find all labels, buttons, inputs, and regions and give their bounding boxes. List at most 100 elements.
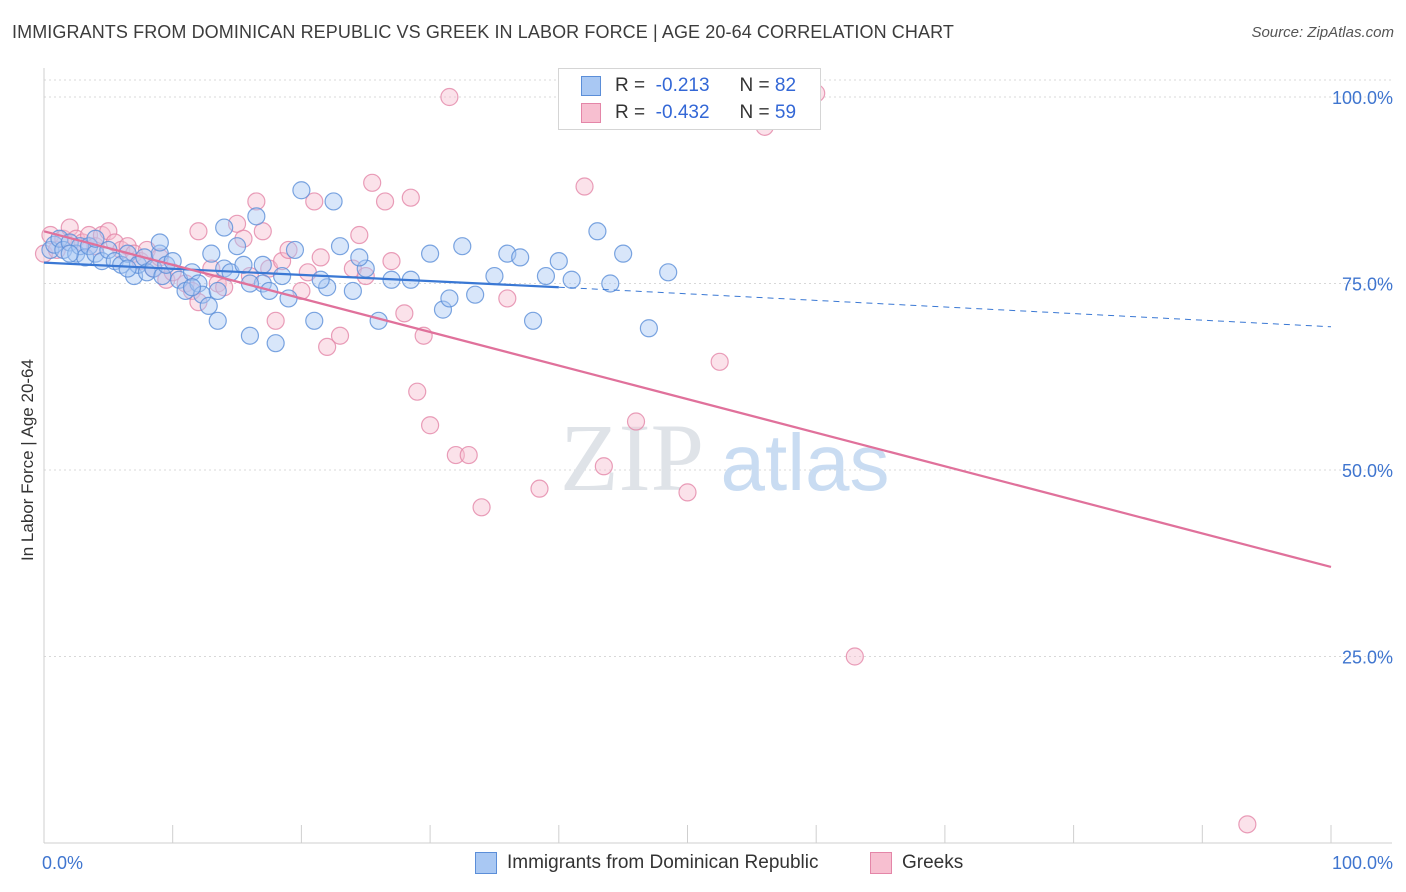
point-greeks xyxy=(311,248,330,267)
point-greeks xyxy=(498,289,517,308)
legend-label-dominican: Immigrants from Dominican Republic xyxy=(507,852,819,873)
point-dominican xyxy=(350,248,369,267)
trend-line-dominican-extension xyxy=(558,286,1332,328)
point-dominican xyxy=(150,233,169,252)
point-dominican xyxy=(285,240,305,260)
point-dominican xyxy=(343,281,362,301)
point-dominican xyxy=(234,255,253,274)
point-greeks xyxy=(363,173,382,192)
watermark-atlas: atlas xyxy=(721,418,890,507)
point-dominican xyxy=(523,311,543,330)
trend-line-dominican xyxy=(43,261,559,289)
point-dominican xyxy=(453,237,472,256)
point-greeks xyxy=(446,445,465,465)
source-credit: Source: ZipAtlas.com xyxy=(1251,24,1394,41)
tick-labels: 25.0% 50.0% 75.0% 100.0% 0.0% 100.0% xyxy=(42,88,1393,873)
point-greeks xyxy=(247,192,266,211)
legend-n-label: N = xyxy=(739,102,770,123)
y-tick-label: 50.0% xyxy=(1342,461,1393,481)
legend-swatch-dominican xyxy=(581,76,601,96)
point-dominican xyxy=(639,319,658,338)
point-dominican xyxy=(536,266,556,286)
point-dominican xyxy=(466,285,485,304)
point-greeks xyxy=(1238,815,1257,834)
point-dominican xyxy=(227,237,247,256)
y-tick-label: 25.0% xyxy=(1342,648,1393,668)
point-dominican xyxy=(659,263,678,282)
point-dominican xyxy=(311,270,330,289)
point-greeks xyxy=(626,412,646,431)
point-greeks xyxy=(305,192,324,211)
point-greeks xyxy=(266,311,285,330)
point-dominican xyxy=(240,326,260,345)
point-dominican xyxy=(485,266,504,286)
x-tick-label-max: 100.0% xyxy=(1332,853,1393,873)
point-greeks xyxy=(678,483,697,502)
legend-r-value-dominican: -0.213 xyxy=(655,75,710,96)
point-greeks xyxy=(234,229,253,248)
legend-label-greeks: Greeks xyxy=(902,852,964,873)
legend-swatch-greeks xyxy=(870,852,892,874)
point-dominican xyxy=(292,181,311,200)
point-greeks xyxy=(118,237,137,256)
point-dominican xyxy=(118,259,137,278)
point-dominican xyxy=(588,222,607,241)
legend-r-value-greeks: -0.432 xyxy=(655,102,710,123)
point-dominican xyxy=(208,311,227,330)
point-dominican xyxy=(266,334,285,353)
point-dominican xyxy=(182,278,202,297)
point-greeks xyxy=(279,240,298,260)
point-greeks xyxy=(401,188,420,207)
y-axis-label: In Labor Force | Age 20-64 xyxy=(18,359,37,561)
legend-n-label: N = xyxy=(739,75,770,96)
point-greeks xyxy=(710,352,729,371)
point-greeks xyxy=(375,192,395,211)
legend-n-value-greeks: 59 xyxy=(774,102,797,123)
point-dominican xyxy=(272,266,292,286)
point-dominican xyxy=(45,235,64,254)
point-greeks xyxy=(318,337,337,357)
legend-swatch-dominican xyxy=(475,852,497,874)
point-dominican xyxy=(601,274,620,293)
point-greeks xyxy=(440,87,459,107)
series-legend: Immigrants from Dominican Republic Greek… xyxy=(0,852,1406,878)
point-greeks xyxy=(575,177,594,196)
point-dominican xyxy=(60,244,79,263)
point-greeks xyxy=(382,252,401,271)
point-dominican xyxy=(247,207,266,226)
point-greeks xyxy=(459,445,478,465)
point-dominican xyxy=(208,281,227,301)
point-greeks xyxy=(272,252,292,271)
point-greeks xyxy=(395,304,414,323)
point-dominican xyxy=(614,244,633,263)
chart-title: IMMIGRANTS FROM DOMINICAN REPUBLIC VS GR… xyxy=(12,22,954,42)
point-dominican xyxy=(202,244,221,263)
legend-item-greeks[interactable]: Greeks xyxy=(870,852,963,874)
point-greeks xyxy=(594,457,613,476)
trend-lines xyxy=(43,230,1332,569)
point-greeks xyxy=(472,498,491,517)
point-dominican xyxy=(199,296,218,315)
axes xyxy=(43,68,1392,844)
point-greeks xyxy=(60,218,79,237)
point-greeks xyxy=(421,416,440,435)
point-dominican xyxy=(215,218,234,237)
point-greeks xyxy=(845,647,864,666)
point-greeks xyxy=(408,382,427,401)
legend-r-label: R = xyxy=(615,102,646,123)
legend-row-dominican: R = -0.213 N = 82 xyxy=(581,74,796,98)
point-greeks xyxy=(330,326,350,345)
point-greeks xyxy=(189,222,208,241)
point-dominican xyxy=(193,285,212,304)
point-dominican xyxy=(318,278,337,297)
y-tick-label: 100.0% xyxy=(1332,88,1393,108)
point-dominican xyxy=(253,255,272,274)
point-greeks xyxy=(350,225,369,245)
series-greeks xyxy=(34,84,1257,834)
legend-item-dominican[interactable]: Immigrants from Dominican Republic xyxy=(475,852,819,874)
y-tick-label: 75.0% xyxy=(1342,275,1393,295)
legend-r-label: R = xyxy=(615,75,646,96)
trend-line-greeks xyxy=(43,230,1332,569)
watermark: ZIP atlas xyxy=(560,404,889,511)
